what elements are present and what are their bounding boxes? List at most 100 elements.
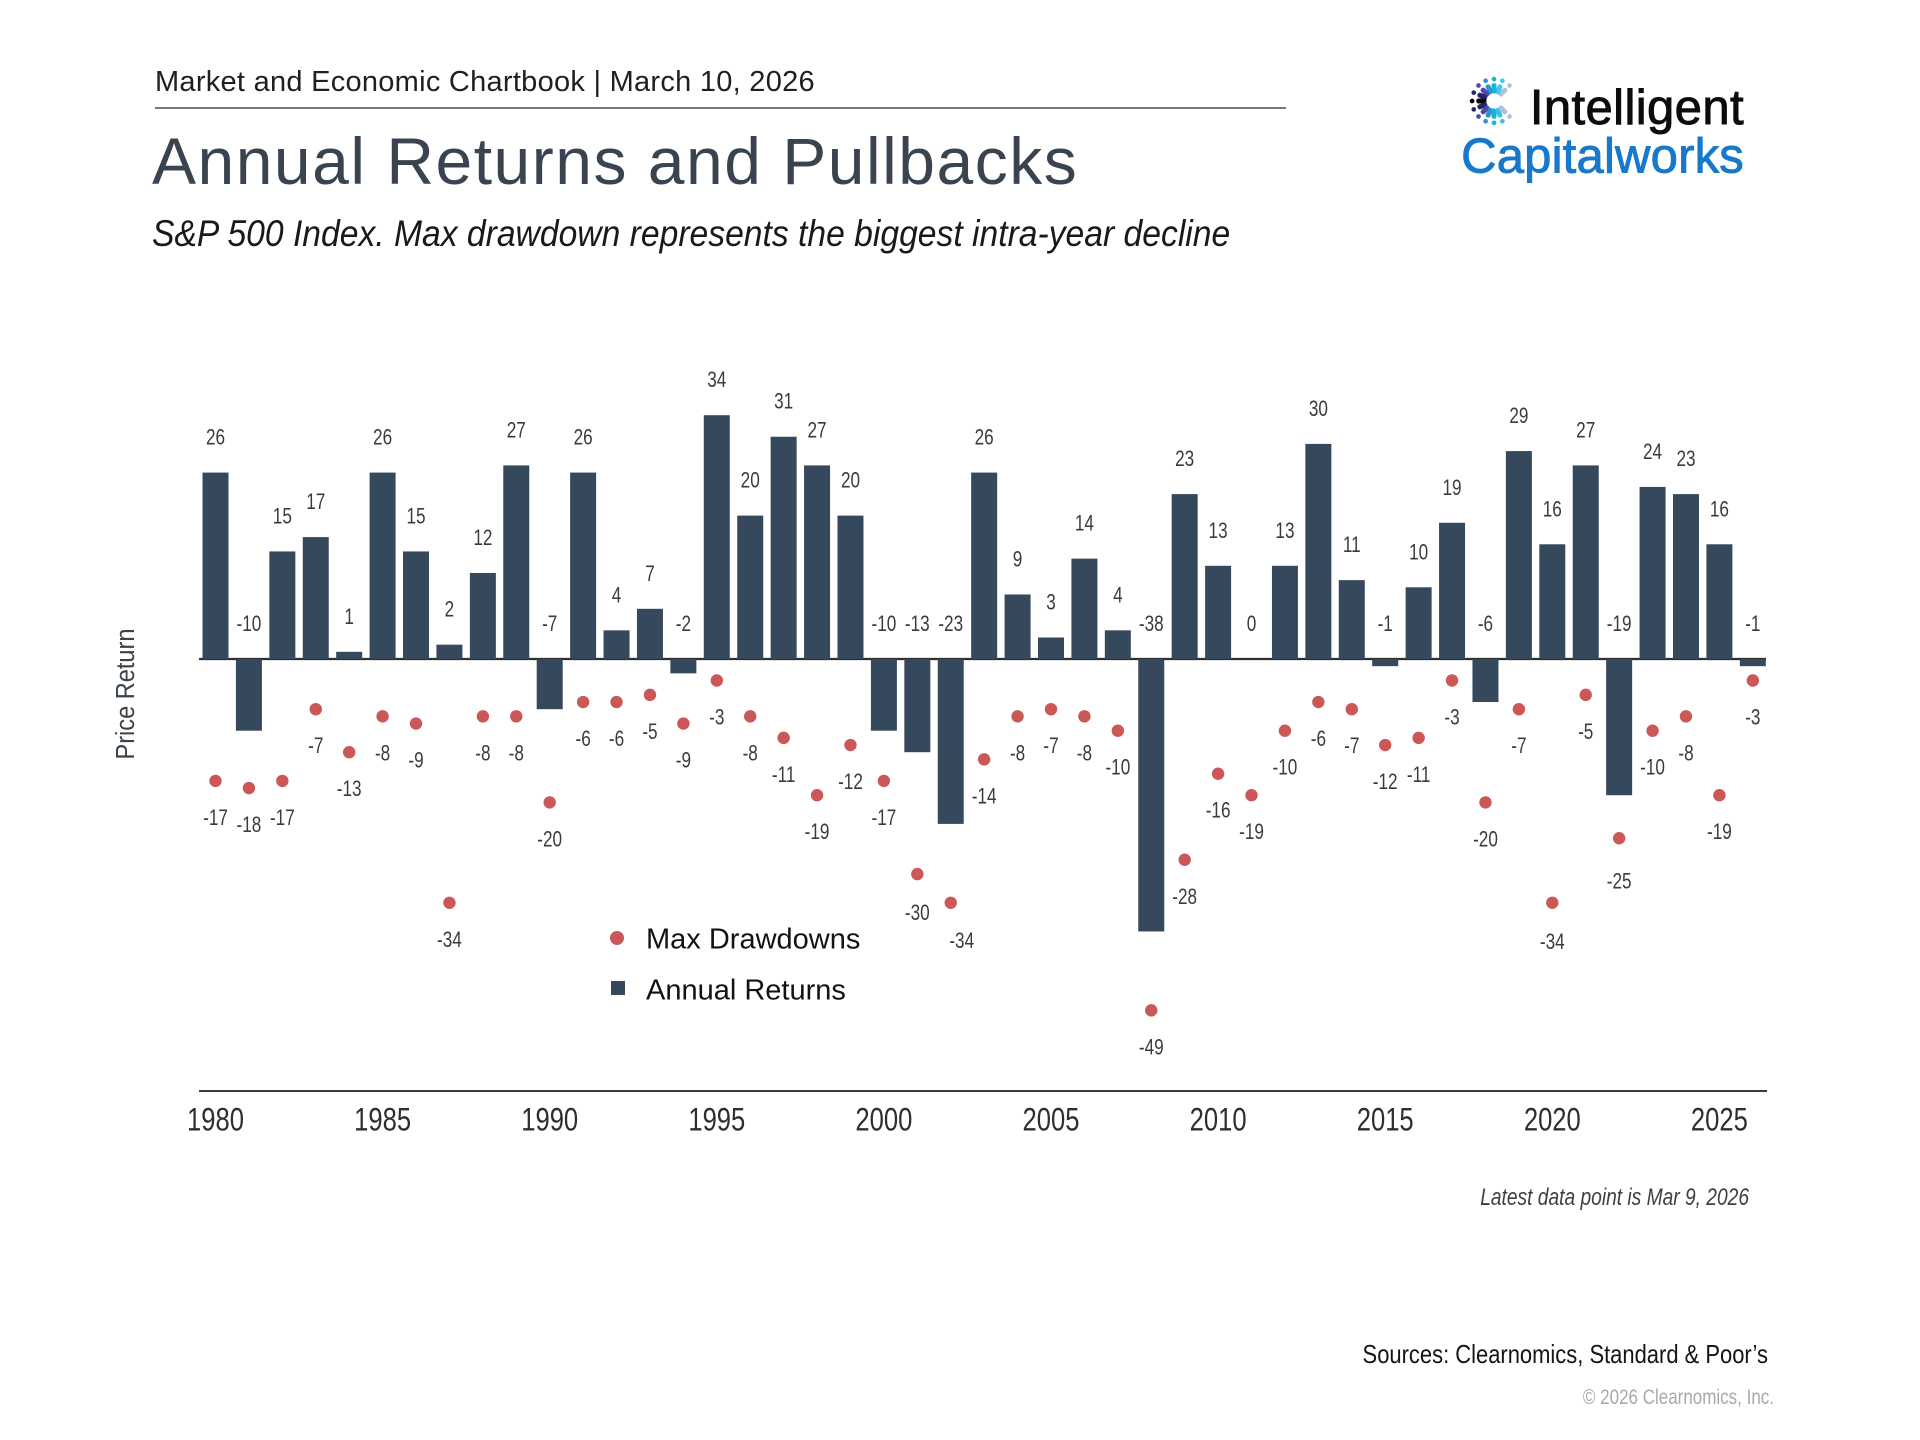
figure-body [1480, 105, 1490, 115]
bar-label-2017: 19 [1442, 476, 1461, 501]
figure-body [1477, 92, 1488, 100]
bar-1996 [737, 515, 764, 659]
figure-body [1491, 83, 1497, 94]
bar-label-1999: 20 [841, 469, 860, 494]
figure-body [1491, 108, 1497, 119]
drawdown-label-1986: -9 [408, 749, 423, 774]
footer-copyright: © 2026 Clearnomics, Inc. [1583, 1386, 1774, 1409]
drawdown-label-1984: -13 [337, 777, 362, 802]
drawdown-label-1983: -7 [308, 734, 323, 759]
bar-2014 [1338, 580, 1365, 659]
drawdown-dot-1981 [242, 781, 256, 795]
bar-1993 [636, 608, 663, 659]
bar-label-2018: -6 [1478, 612, 1493, 637]
bar-2019 [1505, 451, 1532, 659]
drawdown-label-1980: -17 [203, 806, 228, 831]
drawdown-label-1989: -8 [509, 741, 524, 766]
figure-body [1477, 102, 1488, 110]
bar-2020 [1539, 544, 1566, 659]
bar-label-2019: 29 [1509, 404, 1528, 429]
logo-icon-figure [1471, 102, 1488, 112]
bar-1999 [837, 515, 864, 659]
bar-label-1989: 27 [507, 418, 526, 443]
figure-head [1471, 107, 1477, 112]
bar-label-1984: 1 [344, 605, 354, 630]
bar-1997 [770, 436, 797, 659]
bar-label-2002: -23 [938, 612, 963, 637]
bar-label-2011: 0 [1247, 612, 1257, 637]
bar-label-1995: 34 [707, 368, 726, 393]
bar-label-1981: -10 [237, 612, 262, 637]
bar-1982 [269, 551, 296, 659]
drawdown-dot-1992 [610, 695, 623, 709]
figure-body [1498, 87, 1508, 97]
logo-icon-figure [1471, 90, 1488, 100]
y-axis-label: Price Return [112, 628, 140, 759]
x-tick-2005: 2005 [1023, 1103, 1080, 1138]
bar-label-1998: 27 [808, 418, 827, 443]
logo-line1: Intelligent [1530, 81, 1744, 135]
bar-1986 [403, 551, 430, 659]
bar-label-1988: 12 [473, 526, 492, 551]
drawdown-dot-2005 [1044, 702, 1058, 716]
header-eyebrow: Market and Economic Chartbook | March 10… [155, 66, 815, 98]
bar-label-2014: 11 [1343, 533, 1361, 558]
drawdown-label-2021: -5 [1578, 720, 1593, 745]
bar-1989 [503, 465, 530, 659]
drawdown-label-2018: -20 [1473, 827, 1498, 852]
drawdown-dot-1983 [309, 702, 322, 716]
drawdown-label-1991: -6 [575, 727, 590, 752]
drawdown-label-1982: -17 [270, 806, 295, 831]
bar-2021 [1572, 465, 1599, 659]
chart-legend: Max Drawdowns Annual Returns [610, 924, 860, 1007]
bar-label-2007: 4 [1113, 583, 1123, 608]
drawdown-dot-2014 [1345, 702, 1358, 716]
drawdown-dot-2006 [1078, 710, 1091, 723]
bar-2016 [1405, 587, 1432, 659]
bar-label-2021: 27 [1576, 418, 1595, 443]
x-tick-1990: 1990 [521, 1103, 578, 1138]
bar-label-1982: 15 [273, 504, 292, 529]
bar-label-2026: -1 [1745, 612, 1760, 637]
logo: Intelligent Capitalworks [1461, 76, 1744, 184]
page-title: Annual Returns and Pullbacks [152, 124, 1078, 198]
drawdown-label-2009: -28 [1172, 885, 1197, 910]
figure-body [1495, 84, 1503, 95]
drawdown-dot-1993 [643, 688, 657, 702]
logo-icon-figure [1495, 78, 1505, 95]
figure-head [1476, 83, 1481, 88]
drawdown-label-1997: -11 [772, 763, 796, 788]
bar-label-1986: 15 [406, 504, 425, 529]
logo-icon-figure [1495, 107, 1505, 124]
drawdown-dot-2024 [1679, 710, 1693, 723]
drawdown-dot-2026 [1746, 674, 1760, 687]
bar-1988 [469, 572, 496, 659]
drawdown-dot-1980 [209, 774, 222, 788]
bar-2003 [971, 472, 998, 659]
drawdown-label-2019: -7 [1511, 734, 1526, 759]
bar-2022 [1606, 659, 1633, 796]
drawdown-label-2000: -17 [872, 806, 897, 831]
bar-label-1985: 26 [373, 426, 392, 451]
bar-label-1980: 26 [206, 426, 225, 451]
logo-icon-figure [1476, 105, 1490, 119]
drawdown-label-2022: -25 [1607, 869, 1632, 894]
figure-head [1471, 90, 1477, 95]
bar-label-2024: 23 [1676, 447, 1695, 472]
bar-1992 [603, 630, 630, 659]
drawdown-label-1993: -5 [642, 720, 657, 745]
logo-icon-figure [1476, 83, 1490, 97]
drawdown-label-1994: -9 [676, 749, 691, 774]
drawdown-dot-2019 [1512, 702, 1526, 716]
drawdown-dot-2007 [1111, 724, 1125, 737]
bar-label-1990: -7 [542, 612, 557, 637]
bar-2012 [1271, 565, 1298, 659]
drawdown-dot-2008 [1145, 1004, 1158, 1017]
drawdown-dot-1995 [710, 674, 723, 687]
page-subtitle: S&P 500 Index. Max drawdown represents t… [152, 214, 1230, 255]
legend-dot-marker [610, 931, 624, 945]
logo-icon-figure [1491, 108, 1497, 126]
figure-head [1507, 83, 1512, 88]
bar-2023 [1639, 486, 1666, 659]
